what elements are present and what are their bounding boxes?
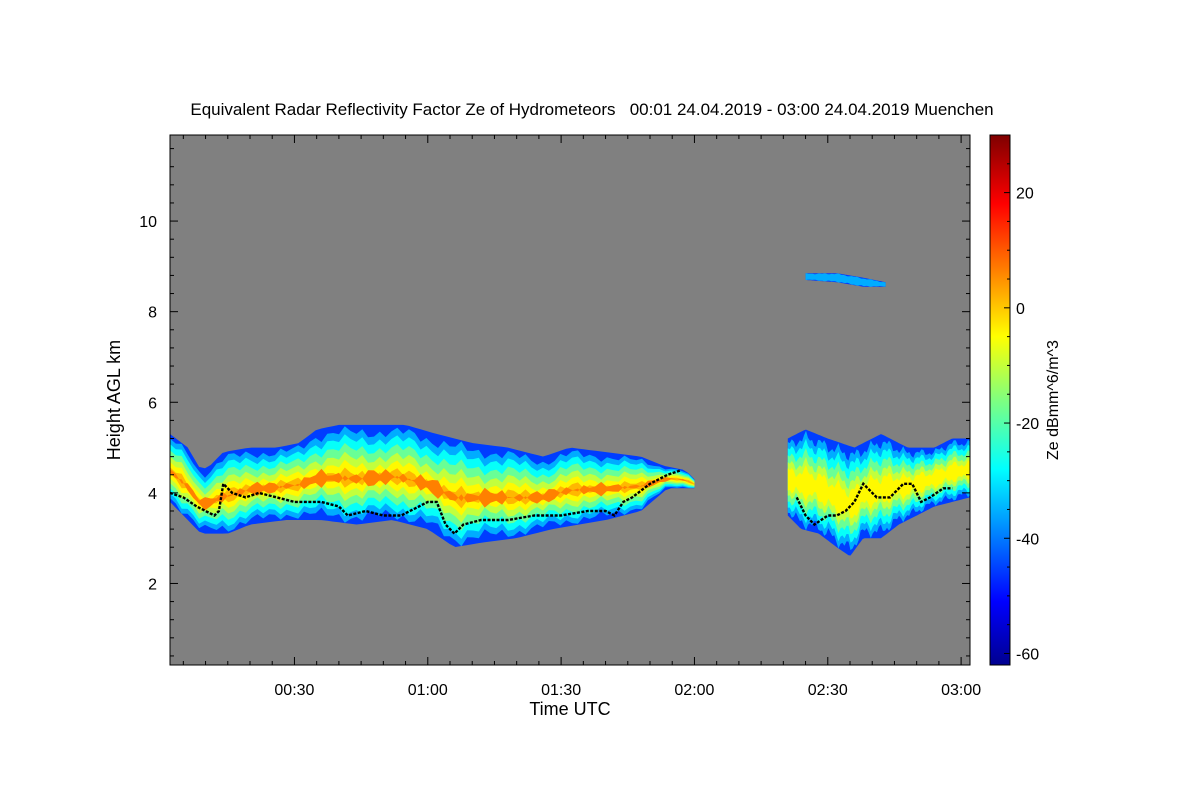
y-tick-label: 4 bbox=[148, 486, 157, 503]
plot-frame bbox=[169, 134, 971, 666]
colorbar-ticks: 20 0 -20 -40 -60 bbox=[1004, 134, 1039, 663]
colorbar-tick-label: 20 bbox=[1016, 186, 1034, 203]
echo-high-cirrus-patch bbox=[805, 273, 886, 287]
colorbar bbox=[989, 134, 1011, 666]
echo-main-precipitation-layer bbox=[170, 424, 695, 547]
colorbar-tick-label: 0 bbox=[1016, 301, 1025, 318]
y-tick-label: 6 bbox=[148, 395, 157, 412]
colorbar-tick-label: -40 bbox=[1016, 531, 1039, 548]
axis-ticks bbox=[170, 135, 970, 665]
chart-title: Equivalent Radar Reflectivity Factor Ze … bbox=[190, 100, 993, 119]
y-tick-labels: 2 4 6 8 10 bbox=[139, 214, 157, 593]
echo-band bbox=[787, 460, 970, 519]
x-tick-label: 00:30 bbox=[274, 682, 314, 699]
plot-background bbox=[169, 134, 971, 666]
y-tick-label: 10 bbox=[139, 214, 157, 231]
x-tick-label: 03:00 bbox=[941, 682, 981, 699]
x-tick-labels: 00:30 01:00 01:30 02:00 02:30 03:00 bbox=[274, 682, 981, 699]
echo-band bbox=[805, 273, 886, 287]
x-tick-label: 01:30 bbox=[541, 682, 581, 699]
colorbar-tick-label: -60 bbox=[1016, 646, 1039, 663]
colorbar-label: Ze dBmm^6/m^3 bbox=[1045, 340, 1062, 460]
y-axis-label: Height AGL km bbox=[104, 340, 124, 460]
x-axis-label: Time UTC bbox=[529, 699, 610, 719]
y-tick-label: 2 bbox=[148, 576, 157, 593]
echo-band bbox=[170, 468, 695, 511]
melting-layer-line bbox=[170, 469, 953, 536]
melting-line-segment-1 bbox=[170, 469, 682, 536]
x-tick-label: 02:30 bbox=[808, 682, 848, 699]
y-tick-label: 8 bbox=[148, 305, 157, 322]
x-tick-label: 01:00 bbox=[408, 682, 448, 699]
x-tick-label: 02:00 bbox=[674, 682, 714, 699]
melting-line-segment-2 bbox=[795, 481, 953, 527]
colorbar-tick-label: -20 bbox=[1016, 416, 1039, 433]
